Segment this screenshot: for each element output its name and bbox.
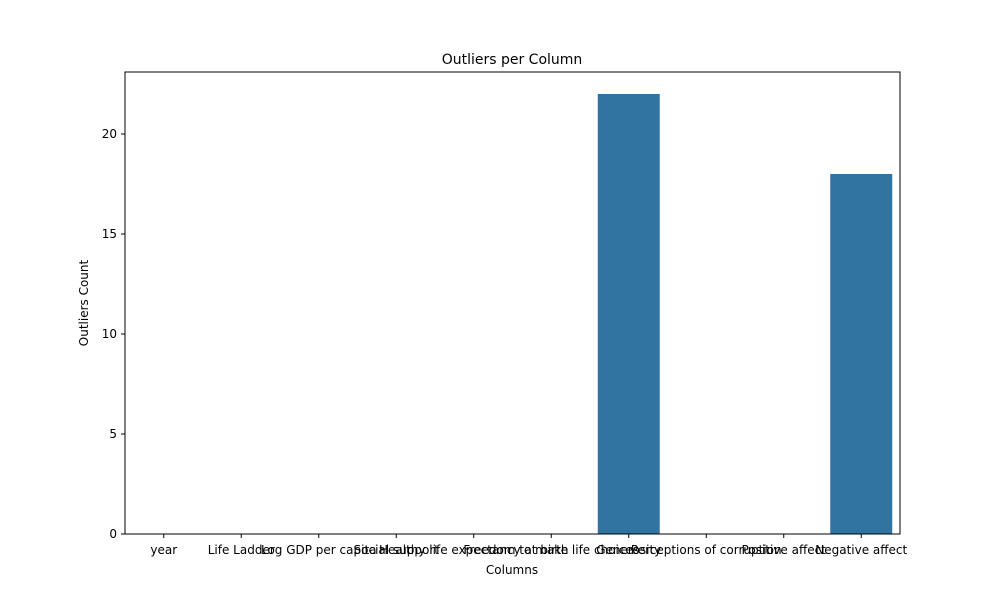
- y-axis-ticks: 0 5 10 15 20: [102, 127, 125, 541]
- y-tick-label: 10: [102, 327, 117, 341]
- x-tick-label: Healthy life expectancy at birth: [379, 543, 569, 557]
- bars-group: [597, 94, 893, 534]
- bar-9: [830, 174, 893, 534]
- x-tick-label: Generosity: [596, 543, 661, 557]
- x-tick-label: Negative affect: [815, 543, 907, 557]
- x-tick-label: Freedom to make life choices: [463, 543, 639, 557]
- y-axis-label: Outliers Count: [77, 259, 91, 346]
- plot-frame: [124, 71, 901, 535]
- x-tick-label: Life Ladder: [208, 543, 275, 557]
- x-tick-label: Log GDP per capita: [261, 543, 377, 557]
- chart-title: Outliers per Column: [442, 52, 583, 68]
- y-tick-label: 5: [109, 427, 117, 441]
- bar-6: [597, 94, 660, 534]
- x-tick-label: Positive affect: [742, 543, 827, 557]
- y-tick-label: 15: [102, 227, 117, 241]
- x-tick-label: year: [150, 543, 177, 557]
- x-tick-label: Social support: [354, 543, 440, 557]
- y-tick-label: 0: [109, 527, 117, 541]
- y-tick-label: 20: [102, 127, 117, 141]
- x-axis-label: Columns: [486, 563, 538, 577]
- x-tick-label: Perceptions of corruption: [631, 543, 782, 557]
